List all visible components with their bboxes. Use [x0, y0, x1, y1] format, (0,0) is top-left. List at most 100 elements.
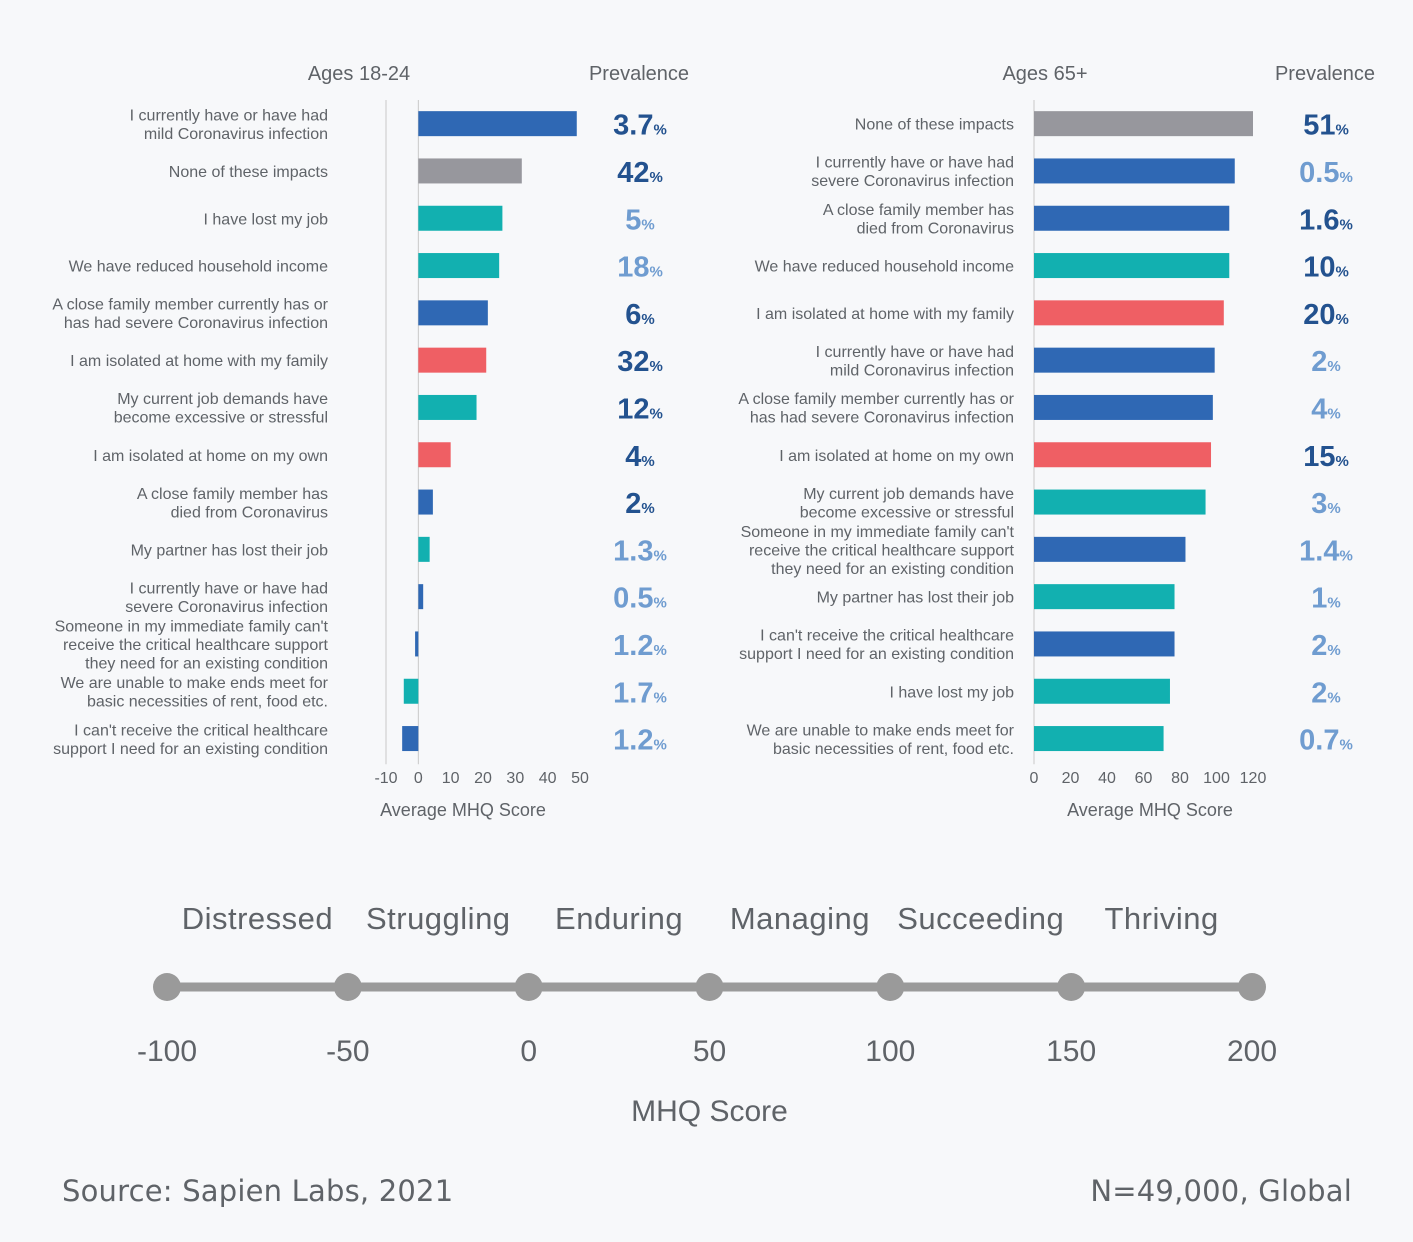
- scale-tick-label: -50: [326, 1035, 369, 1068]
- bar-label-line: I am isolated at home with my family: [756, 306, 1014, 323]
- prevalence-unit: %: [649, 405, 662, 422]
- x-tick-label: 100: [1203, 770, 1230, 787]
- x-tick-label: 30: [506, 770, 524, 787]
- prevalence-value: 0.5: [613, 583, 653, 615]
- bar-label: I currently have or have had mild Coronav…: [816, 344, 1014, 380]
- bar: [418, 205, 503, 231]
- prevalence-unit: %: [653, 595, 666, 612]
- prevalence-value: 15: [1303, 441, 1335, 473]
- bar-label-line: receive the critical healthcare support: [63, 637, 329, 654]
- bar: [1034, 205, 1230, 231]
- bar-label-line: I currently have or have had: [816, 344, 1014, 361]
- x-tick-label: 60: [1135, 770, 1153, 787]
- prevalence-unit: %: [649, 169, 662, 186]
- x-tick-label: 80: [1171, 770, 1189, 787]
- sample-note: N=49,000, Global: [1090, 1174, 1352, 1208]
- bar-label-line: A close family member currently has or: [52, 297, 328, 314]
- bar: [418, 394, 477, 420]
- prevalence-value: 12: [617, 393, 649, 425]
- bar: [418, 111, 577, 137]
- scale-tick-label: 150: [1046, 1035, 1096, 1068]
- bar-label: None of these impacts: [855, 117, 1014, 134]
- x-tick-label: 0: [414, 770, 423, 787]
- bar: [415, 631, 419, 657]
- bar-chart-2: Ages 65+ Prevalence None of these impacts 5…: [738, 63, 1375, 820]
- bar: [418, 253, 500, 279]
- prevalence-label: 4%: [625, 441, 654, 473]
- bar-label-line: We are unable to make ends meet for: [61, 675, 329, 692]
- x-tick-label: -10: [374, 770, 397, 787]
- x-tick-label: 40: [1098, 770, 1116, 787]
- bar-label-line: I have lost my job: [890, 684, 1015, 701]
- bar-label: My partner has lost their job: [131, 542, 329, 559]
- prevalence-label: 42%: [617, 157, 663, 189]
- bar-label-line: We are unable to make ends meet for: [747, 722, 1015, 739]
- bar: [418, 300, 488, 326]
- prevalence-unit: %: [1327, 500, 1340, 517]
- scale-dot: [333, 973, 362, 1001]
- bar-label-line: they need for an existing condition: [85, 655, 328, 672]
- bar-label: None of these impacts: [169, 164, 328, 181]
- prevalence-value: 32: [617, 346, 649, 378]
- bar-label: My current job demands have become excess…: [114, 391, 328, 427]
- bar-label: I currently have or have had severe Coron…: [811, 155, 1014, 191]
- prevalence-value: 2: [1311, 677, 1327, 709]
- bar-label-line: A close family member has: [823, 202, 1014, 219]
- prevalence-value: 1.3: [613, 535, 653, 567]
- prevalence-label: 10%: [1303, 252, 1349, 284]
- bar: [403, 678, 419, 704]
- prevalence-value: 1.4: [1299, 535, 1339, 567]
- prevalence-header: Prevalence: [1275, 63, 1375, 85]
- x-tick-label: 20: [474, 770, 492, 787]
- scale-tick-label: 200: [1227, 1035, 1277, 1068]
- bar-chart-1: Ages 18-24 Prevalence I currently have or …: [52, 63, 689, 820]
- bar-label-line: My partner has lost their job: [131, 542, 329, 559]
- prevalence-value: 42: [617, 157, 649, 189]
- bar: [1034, 347, 1215, 373]
- bar-label-line: Someone in my immediate family can't: [741, 524, 1015, 541]
- prevalence-value: 5: [625, 204, 641, 236]
- bar-label-line: I currently have or have had: [130, 107, 328, 124]
- prevalence-label: 18%: [617, 252, 663, 284]
- prevalence-label: 3.7%: [613, 110, 667, 142]
- prevalence-unit: %: [653, 547, 666, 564]
- prevalence-label: 51%: [1303, 110, 1349, 142]
- x-tick-label: 10: [442, 770, 460, 787]
- bar-label-line: mild Coronavirus infection: [144, 126, 328, 143]
- bar-label-line: A close family member currently has or: [738, 391, 1014, 408]
- prevalence-unit: %: [641, 500, 654, 517]
- prevalence-unit: %: [653, 122, 666, 139]
- chart-title: Ages 18-24: [308, 63, 410, 85]
- bar-label-line: I am isolated at home on my own: [779, 448, 1014, 465]
- prevalence-unit: %: [1339, 737, 1352, 754]
- prevalence-label: 32%: [617, 346, 663, 378]
- bar-label-line: Someone in my immediate family can't: [55, 618, 329, 635]
- prevalence-value: 4: [1311, 393, 1327, 425]
- scale-dot: [153, 973, 181, 1001]
- prevalence-value: 2: [1311, 630, 1327, 662]
- bar-label: A close family member has died from Coron…: [137, 486, 328, 522]
- bar-label-line: support I need for an existing condition: [739, 646, 1014, 663]
- bar-label: We are unable to make ends meet for basic…: [61, 675, 329, 711]
- prevalence-label: 2%: [1311, 346, 1340, 378]
- prevalence-value: 1.2: [613, 630, 653, 662]
- bar-label-line: has had severe Coronavirus infection: [64, 315, 328, 332]
- prevalence-label: 1.2%: [613, 725, 667, 757]
- prevalence-unit: %: [641, 216, 654, 233]
- prevalence-value: 20: [1303, 299, 1335, 331]
- bar: [1034, 726, 1164, 752]
- prevalence-value: 1.2: [613, 725, 653, 757]
- scale-category-label: Distressed: [182, 901, 333, 936]
- bar-label: I have lost my job: [890, 684, 1015, 701]
- prevalence-value: 0.5: [1299, 157, 1339, 189]
- scale-tick-label: 50: [693, 1035, 726, 1068]
- prevalence-value: 3.7: [613, 110, 653, 142]
- bar-label-line: A close family member has: [137, 486, 328, 503]
- prevalence-unit: %: [1339, 216, 1352, 233]
- bar: [418, 442, 451, 468]
- prevalence-label: 1.4%: [1299, 535, 1353, 567]
- prevalence-label: 1.6%: [1299, 204, 1353, 236]
- bar-label: A close family member currently has or ha…: [52, 297, 328, 333]
- mhq-scale: -100 -50 0 50 100 150 200 Distressed Struggling E…: [137, 901, 1277, 1128]
